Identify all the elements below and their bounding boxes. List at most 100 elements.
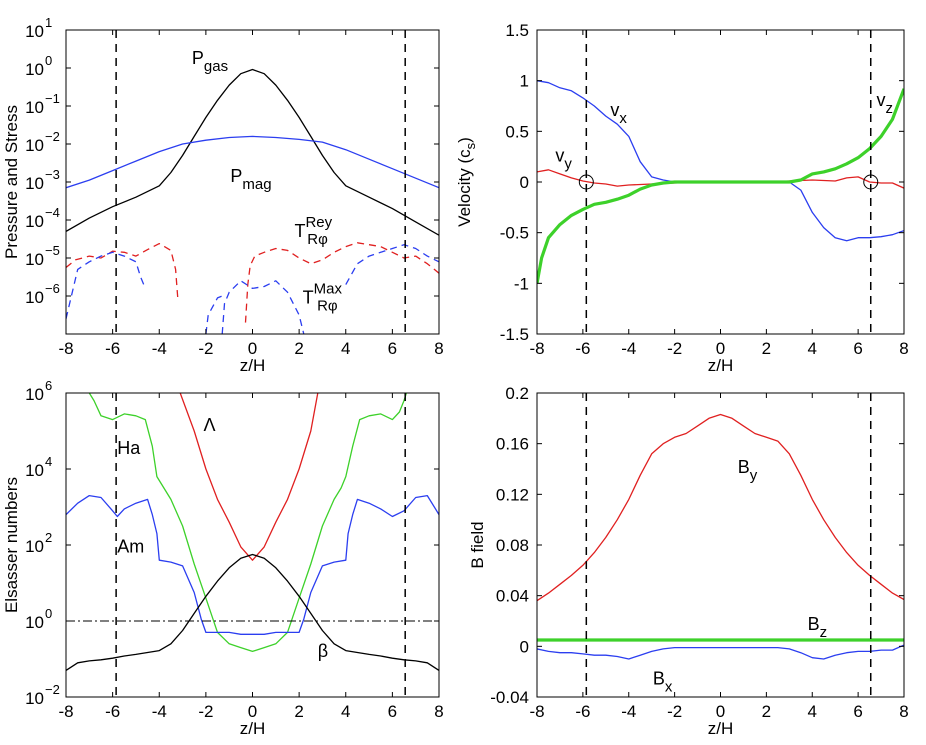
x-tick-label: 0: [248, 702, 257, 721]
y-tick-label: 10: [25, 60, 44, 79]
annotation-by: By: [738, 457, 758, 484]
y-tick-label: 0.12: [496, 485, 529, 504]
x-tick-label: 8: [899, 702, 908, 721]
y-tick-exponent: −2: [45, 682, 60, 697]
x-tick-label: -4: [621, 702, 636, 721]
x-axis-label: z/H: [240, 356, 266, 375]
y-tick-label: -0.5: [500, 224, 529, 243]
series-ha: [88, 393, 408, 653]
annotation-: Λ: [204, 415, 216, 435]
x-tick-label: 4: [808, 702, 817, 721]
series-t-rphi-max-a: [66, 251, 146, 319]
y-tick-label: 1: [520, 72, 529, 91]
x-tick-label: -4: [621, 339, 636, 358]
x-tick-label: 6: [388, 339, 397, 358]
y-tick-label: 0.5: [505, 122, 529, 141]
y-tick-label: 10: [25, 689, 44, 708]
x-tick-label: -6: [105, 339, 120, 358]
y-tick-exponent: 0: [45, 606, 52, 621]
x-tick-label: -8: [58, 339, 73, 358]
x-tick-label: -2: [198, 339, 213, 358]
x-axis-label: z/H: [708, 719, 734, 738]
series-b-y: [537, 413, 904, 602]
y-tick-label: 10: [25, 136, 44, 155]
panel-velocity: -8 -6 -4 -2 0 2 4 6 8 z/H 1.5 1 0.5 0 -0.5 -1 -1.5 Veloci…: [455, 21, 909, 375]
series-p-gas: [66, 68, 439, 236]
x-tick-label: -2: [667, 702, 682, 721]
y-axis-label: Elsasser numbers: [2, 477, 21, 613]
annotation-trmax: TMax Rφ: [303, 281, 343, 315]
series-t-rphi-max-c: [345, 244, 439, 285]
y-tick-label: 10: [25, 22, 44, 41]
marker-circle: [578, 174, 594, 190]
series-t-rphi-max-b: [221, 280, 305, 334]
x-tick-label: -6: [575, 702, 590, 721]
y-tick-label: 0.04: [496, 587, 529, 606]
series-lambda: [179, 393, 319, 561]
plot-area: [66, 393, 439, 671]
x-tick-label: 0: [716, 702, 725, 721]
y-tick-label: -1: [514, 274, 529, 293]
series-beta: [66, 553, 439, 671]
x-tick-label: 8: [434, 339, 443, 358]
x-tick-label: -2: [198, 702, 213, 721]
x-tick-label: -6: [105, 702, 120, 721]
x-tick-label: 2: [762, 339, 771, 358]
annotation-pgas: Pgas: [192, 48, 228, 75]
y-tick-label: -0.04: [490, 688, 529, 707]
y-tick-exponent: 4: [45, 454, 52, 469]
y-tick-label: 10: [25, 613, 44, 632]
x-axis-label: z/H: [240, 719, 266, 738]
x-tick-label: 8: [899, 339, 908, 358]
y-tick-exponent: 2: [45, 530, 52, 545]
y-tick-exponent: −2: [45, 129, 60, 144]
x-tick-label: -4: [152, 702, 167, 721]
y-tick-label: 0.08: [496, 536, 529, 555]
y-tick-label: 10: [25, 385, 44, 404]
x-tick-label: 6: [853, 702, 862, 721]
y-tick-exponent: −5: [45, 243, 60, 258]
x-tick-label: 4: [341, 339, 350, 358]
y-axis-label: B field: [468, 521, 487, 568]
series-t-rphi-rey-left: [66, 242, 179, 300]
annotation-vz: vz: [876, 90, 893, 117]
annotation-am: Am: [117, 537, 144, 557]
annotation-: β: [318, 641, 328, 661]
x-tick-label: -8: [58, 702, 73, 721]
x-tick-label: 4: [808, 339, 817, 358]
y-tick-label: 10: [25, 250, 44, 269]
annotation-ha: Ha: [117, 438, 141, 458]
plot-area: [537, 80, 904, 284]
marker-circle: [863, 174, 879, 190]
y-tick-exponent: 6: [45, 378, 52, 393]
y-tick-exponent: −1: [45, 91, 60, 106]
x-tick-label: -8: [529, 702, 544, 721]
annotation-bx: Bx: [653, 668, 673, 695]
x-tick-label: -4: [152, 339, 167, 358]
x-tick-label: 2: [294, 339, 303, 358]
plot-area: [66, 68, 439, 334]
series-t-rphi-max-d: [205, 295, 223, 334]
x-tick-label: 0: [248, 339, 257, 358]
y-tick-label: 0.16: [496, 435, 529, 454]
x-tick-label: 8: [434, 702, 443, 721]
axes-frame: [536, 392, 905, 698]
x-axis-label: z/H: [708, 356, 734, 375]
y-tick-label: -1.5: [500, 325, 529, 344]
annotation-vy: vy: [555, 146, 572, 173]
y-tick-label: 0: [520, 173, 529, 192]
y-tick-exponent: −6: [45, 281, 60, 296]
y-tick-label: 0.2: [505, 384, 529, 403]
annotation-pmag: Pmag: [230, 166, 271, 193]
y-tick-label: 10: [25, 212, 44, 231]
annotation-bz: Bz: [808, 614, 828, 641]
series-v-z: [537, 88, 904, 284]
y-tick-label: 10: [25, 461, 44, 480]
y-axis-label: Velocity (cs): [455, 137, 478, 227]
annotation-vx: vx: [610, 100, 627, 127]
plot-area: [537, 413, 904, 660]
x-tick-label: 6: [388, 702, 397, 721]
